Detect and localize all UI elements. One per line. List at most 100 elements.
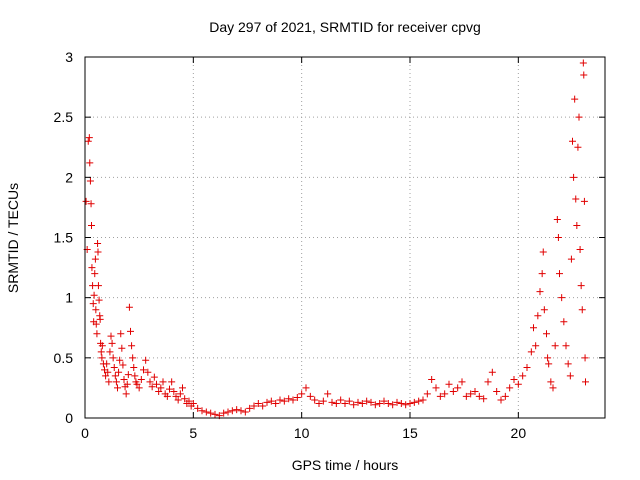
data-point xyxy=(116,356,124,364)
data-point xyxy=(423,390,431,398)
data-point xyxy=(549,384,557,392)
data-point xyxy=(194,404,202,412)
data-point xyxy=(142,356,150,364)
data-point xyxy=(576,246,584,254)
data-point xyxy=(153,380,160,388)
data-point xyxy=(86,177,94,185)
data-point xyxy=(107,332,115,340)
data-point xyxy=(259,402,267,410)
data-point xyxy=(393,398,401,406)
data-point xyxy=(569,137,576,145)
data-point xyxy=(436,392,444,400)
data-point xyxy=(254,400,262,408)
data-point xyxy=(530,324,537,332)
data-point xyxy=(558,294,566,302)
axis-ticks xyxy=(84,56,605,419)
data-point xyxy=(441,390,449,398)
data-point xyxy=(493,388,501,396)
data-point xyxy=(484,378,492,386)
x-tick-label: 0 xyxy=(81,425,89,441)
data-point xyxy=(91,270,99,278)
data-point xyxy=(117,330,125,338)
data-point xyxy=(556,270,563,278)
data-point xyxy=(536,288,544,296)
x-tick-labels: 0 5 10 15 20 xyxy=(81,425,526,441)
data-point xyxy=(475,392,483,400)
y-axis-title: SRMTID / TECUs xyxy=(5,183,21,293)
data-point xyxy=(93,330,101,338)
data-point xyxy=(315,400,323,408)
data-point xyxy=(332,400,340,408)
data-point xyxy=(92,306,100,314)
y-tick-label: 2 xyxy=(65,169,73,185)
data-point xyxy=(554,234,562,241)
data-point xyxy=(371,401,379,409)
data-point xyxy=(241,408,249,416)
data-point xyxy=(567,255,575,263)
data-point xyxy=(293,394,301,402)
data-point xyxy=(471,388,479,396)
data-point xyxy=(88,264,96,272)
data-point xyxy=(95,296,103,304)
data-point xyxy=(562,342,570,350)
y-tick-label: 0 xyxy=(65,410,73,426)
data-point xyxy=(545,360,553,368)
data-point xyxy=(389,401,397,409)
data-point xyxy=(105,378,113,386)
data-point xyxy=(168,378,176,386)
data-point xyxy=(250,402,258,410)
x-tick-label: 15 xyxy=(402,425,418,441)
data-point xyxy=(115,368,123,376)
data-point xyxy=(181,395,189,403)
data-point xyxy=(276,396,284,404)
data-point xyxy=(363,397,371,405)
data-point xyxy=(506,384,514,392)
data-point xyxy=(86,159,94,167)
data-point xyxy=(189,400,197,408)
data-point xyxy=(220,409,228,417)
data-point xyxy=(501,392,509,400)
data-point xyxy=(97,348,105,356)
data-point xyxy=(580,71,588,79)
data-point xyxy=(202,408,210,416)
data-point xyxy=(144,368,152,376)
data-point xyxy=(523,363,531,371)
chart-title: Day 297 of 2021, SRMTID for receiver cpv… xyxy=(209,19,481,35)
data-point xyxy=(185,397,193,405)
data-points xyxy=(82,59,589,420)
data-point xyxy=(94,282,102,290)
data-point xyxy=(432,384,440,392)
data-point xyxy=(572,195,580,203)
data-point xyxy=(527,348,535,356)
data-point xyxy=(579,59,587,67)
data-point xyxy=(246,404,254,412)
data-point xyxy=(358,400,366,408)
data-point xyxy=(127,327,134,335)
data-point xyxy=(122,390,130,398)
data-point xyxy=(179,384,186,392)
data-point xyxy=(140,366,147,374)
data-point xyxy=(98,342,106,350)
data-point xyxy=(129,354,137,362)
data-point xyxy=(574,143,582,151)
data-point xyxy=(104,368,112,376)
data-point xyxy=(118,344,126,352)
data-point xyxy=(445,380,453,388)
data-point xyxy=(519,372,527,380)
data-point xyxy=(319,397,327,405)
data-point xyxy=(102,372,110,380)
data-point xyxy=(94,240,102,248)
data-point xyxy=(124,371,132,379)
data-point xyxy=(341,400,349,408)
data-point xyxy=(111,372,119,380)
data-point xyxy=(146,378,154,386)
data-point xyxy=(397,400,405,408)
data-point xyxy=(163,392,171,400)
data-point xyxy=(157,384,165,392)
data-point xyxy=(289,396,297,404)
data-point xyxy=(96,315,104,323)
data-point xyxy=(458,378,466,386)
data-point xyxy=(131,372,139,380)
